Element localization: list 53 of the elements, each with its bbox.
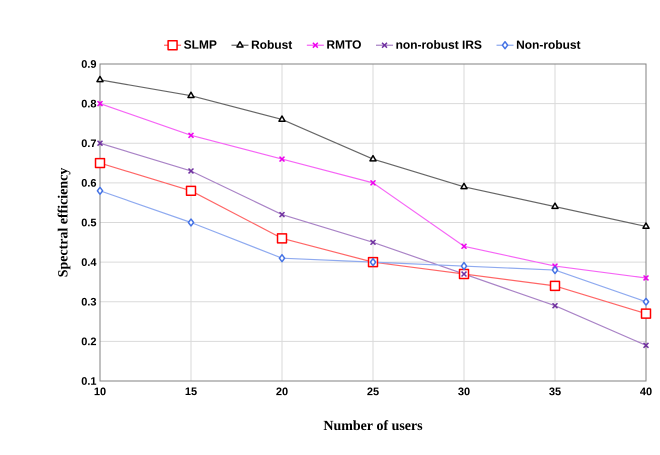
point — [370, 239, 376, 246]
point — [96, 186, 104, 196]
legend-label: SLMP — [184, 40, 216, 49]
point — [188, 168, 194, 174]
point — [94, 158, 106, 168]
point — [642, 298, 650, 306]
point — [552, 302, 558, 309]
y-tick-label: 0.4 — [82, 258, 96, 266]
y-tick-label: 0.1 — [82, 377, 96, 385]
point — [188, 218, 194, 227]
point — [186, 186, 196, 196]
y-axis-title: Spectral efficiency — [58, 168, 70, 277]
point — [552, 266, 558, 274]
point — [642, 222, 650, 229]
y-tick-label: 0.9 — [82, 60, 96, 68]
point — [460, 262, 468, 270]
point — [550, 280, 560, 292]
x-tick-label: 15 — [186, 388, 197, 396]
y-tick-label: 0.3 — [82, 298, 96, 306]
x-tick-label: 35 — [549, 388, 561, 396]
point — [460, 243, 468, 250]
point — [640, 308, 652, 319]
x-tick-label: 40 — [640, 388, 652, 396]
legend-label: Robust — [252, 40, 292, 49]
point — [278, 211, 286, 218]
point — [369, 154, 377, 162]
point — [460, 182, 468, 190]
point — [276, 233, 288, 244]
x-tick-label: 30 — [458, 388, 470, 396]
point — [187, 91, 195, 98]
y-tick-label: 0.7 — [82, 139, 96, 148]
x-axis-title: Number of users — [324, 420, 422, 430]
y-tick-label: 0.5 — [82, 218, 96, 226]
point — [278, 254, 286, 262]
point — [642, 342, 650, 349]
x-tick-label: 10 — [94, 388, 106, 396]
x-tick-label: 25 — [367, 388, 379, 396]
point — [96, 140, 104, 146]
point — [551, 202, 559, 210]
point — [188, 132, 194, 139]
y-tick-label: 0.8 — [82, 100, 96, 108]
point — [370, 180, 376, 186]
legend-label: RMTO — [327, 40, 361, 49]
point — [552, 262, 558, 270]
legend-label: non-robust IRS — [396, 40, 482, 49]
point — [642, 274, 650, 282]
point — [96, 100, 104, 107]
y-tick-label: 0.2 — [82, 338, 96, 346]
point — [278, 115, 286, 122]
point — [278, 156, 286, 162]
x-tick-label: 20 — [276, 388, 288, 396]
legend-label: Non-robust — [516, 40, 580, 49]
y-tick-label: 0.6 — [82, 179, 96, 187]
